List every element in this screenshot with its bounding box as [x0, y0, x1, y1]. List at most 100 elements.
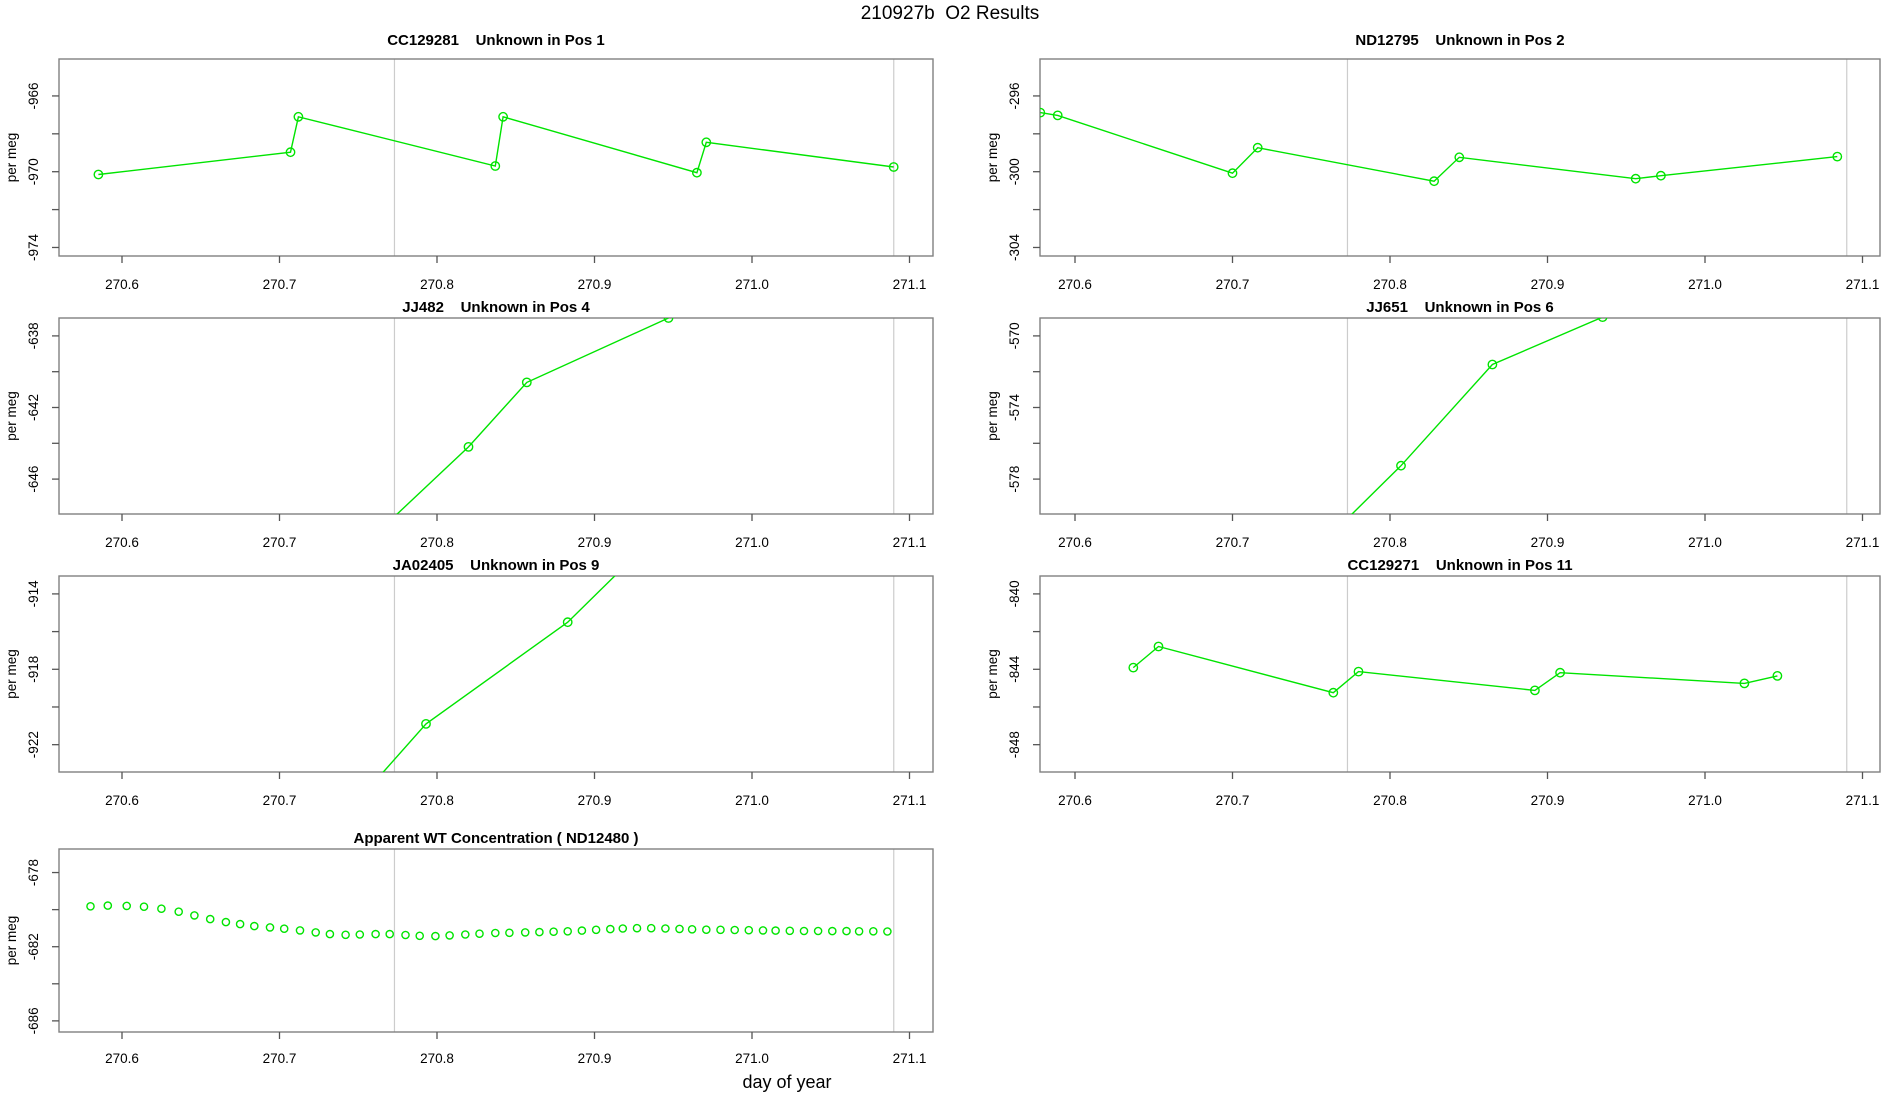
data-point	[445, 931, 454, 940]
x-tick-label: 271.1	[893, 277, 927, 292]
chart-title: JA02405 Unknown in Pos 9	[393, 557, 600, 574]
x-tick-label: 271.0	[1688, 535, 1722, 550]
data-point	[669, 514, 677, 522]
chart-title: Apparent WT Concentration ( ND12480 )	[353, 830, 638, 847]
x-tick-label: 270.8	[1373, 535, 1407, 550]
data-point	[692, 167, 702, 178]
data-point	[293, 111, 304, 122]
x-tick-label: 270.8	[1373, 793, 1407, 808]
series-line	[396, 318, 669, 514]
series-JA02405	[354, 514, 677, 804]
y-tick-label: -570	[1007, 322, 1022, 349]
data-point	[279, 924, 289, 934]
data-point	[341, 930, 350, 940]
data-point	[1630, 173, 1641, 184]
data-point	[1772, 671, 1783, 681]
y-axis-label: per meg	[985, 649, 1000, 699]
data-point	[632, 923, 642, 933]
chart-title: JJ482 Unknown in Pos 4	[402, 299, 590, 316]
x-tick-label: 271.0	[1688, 277, 1722, 292]
x-tick-label: 271.1	[1846, 535, 1880, 550]
x-tick-label: 270.7	[263, 535, 297, 550]
x-tick-label: 270.8	[420, 793, 454, 808]
chart-JJ651: 270.6 270.7 270.8 270.9 271.0 271.1 -578 -574 -5…	[985, 299, 1881, 550]
x-tick-label: 270.9	[1531, 793, 1565, 808]
data-point	[490, 928, 500, 938]
y-tick-label: -844	[1007, 655, 1022, 683]
data-point	[103, 901, 113, 910]
x-tick-label: 271.1	[1846, 277, 1880, 292]
y-tick-label: -966	[26, 82, 41, 109]
data-point	[813, 926, 823, 936]
data-point	[591, 925, 601, 935]
x-tick-label: 271.0	[735, 1051, 769, 1066]
data-point	[535, 927, 544, 937]
data-point	[799, 926, 809, 936]
data-point	[661, 924, 670, 933]
data-point	[888, 162, 899, 172]
plot-box	[1039, 317, 1881, 515]
y-tick-label: -578	[1007, 466, 1022, 493]
data-point	[758, 926, 768, 935]
x-tick-label: 270.8	[1373, 277, 1407, 292]
y-tick-label: -646	[26, 466, 41, 493]
data-point	[1555, 667, 1566, 678]
x-tick-label: 270.7	[1216, 793, 1250, 808]
x-tick-label: 270.8	[420, 535, 454, 550]
data-point	[549, 927, 558, 937]
data-point	[744, 925, 754, 935]
data-point	[475, 929, 484, 939]
data-point	[883, 927, 892, 936]
data-point	[385, 929, 395, 939]
x-tick-label: 271.0	[735, 535, 769, 550]
series-CC129281	[93, 111, 899, 180]
plot-box	[58, 317, 934, 515]
data-point	[505, 928, 514, 938]
data-point	[577, 926, 587, 935]
data-point	[1656, 170, 1666, 181]
data-point	[463, 441, 474, 452]
series-CC129271	[1128, 641, 1783, 698]
data-point	[606, 924, 615, 934]
y-tick-label: -686	[26, 1007, 41, 1034]
data-point	[842, 926, 851, 936]
series-JJ651	[1351, 318, 1608, 514]
y-tick-label: -574	[1007, 394, 1022, 422]
chart-JJ482: 270.6 270.7 270.8 270.9 271.0 271.1 -646 -642 -6…	[4, 299, 934, 555]
data-point	[174, 907, 183, 917]
y-tick-label: -840	[1007, 580, 1022, 607]
chart-JA02405: 270.6 270.7 270.8 270.9 271.0 271.1 -922 -918 -9…	[4, 514, 934, 808]
x-tick-label: 270.9	[578, 793, 612, 808]
y-axis-label: per meg	[985, 391, 1000, 441]
data-point	[355, 930, 365, 939]
x-tick-label: 270.9	[1531, 277, 1565, 292]
data-point	[221, 917, 231, 927]
data-point	[265, 923, 275, 932]
y-tick-label: -974	[26, 233, 41, 261]
data-point	[490, 161, 501, 171]
x-tick-label: 270.7	[1216, 277, 1250, 292]
chart-title: ND12795 Unknown in Pos 2	[1355, 32, 1564, 49]
x-tick-label: 271.1	[893, 1051, 927, 1066]
data-point	[1429, 176, 1440, 187]
y-tick-label: -682	[26, 933, 41, 960]
data-point	[285, 147, 296, 158]
series-line	[382, 576, 616, 772]
y-axis-label: per meg	[4, 649, 19, 699]
data-point	[139, 902, 149, 912]
chart-title: CC129281 Unknown in Pos 1	[387, 32, 605, 49]
data-point	[675, 924, 684, 934]
chart-title: JJ651 Unknown in Pos 6	[1366, 299, 1554, 316]
y-tick-label: -922	[26, 731, 41, 758]
data-point	[354, 547, 362, 555]
data-point	[1396, 460, 1406, 471]
chart-CC129271: 270.6 270.7 270.8 270.9 271.0 271.1 -848 -844 -8…	[985, 557, 1881, 808]
data-point	[1530, 685, 1540, 696]
data-point	[687, 925, 697, 934]
data-point	[701, 137, 712, 148]
data-point	[354, 796, 362, 804]
data-point	[663, 318, 674, 323]
y-tick-label: -300	[1007, 158, 1022, 185]
data-point	[1153, 641, 1164, 652]
